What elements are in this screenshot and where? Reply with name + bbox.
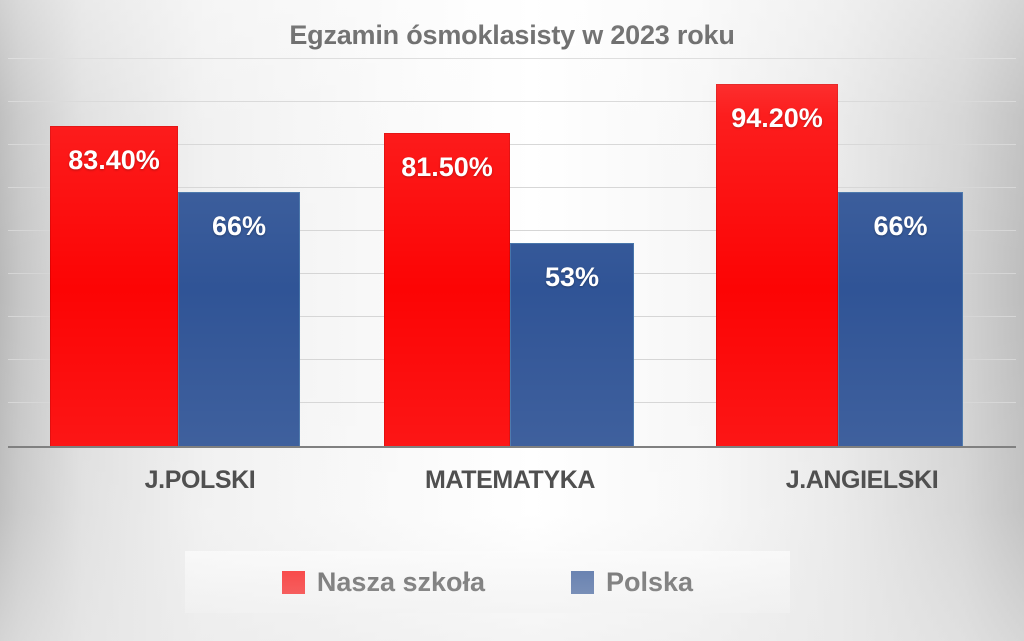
- gridline: [8, 101, 1016, 102]
- bar-nasza-szkola-matematyka[interactable]: 81.50%: [384, 133, 510, 448]
- bar-value-label: 94.20%: [731, 103, 823, 133]
- bar-nasza-szkola-jpolski[interactable]: 83.40%: [50, 126, 178, 448]
- category-label-matematyka: MATEMATYKA: [424, 466, 596, 494]
- chart-title: Egzamin ósmoklasisty w 2023 roku: [289, 20, 735, 50]
- bar-nasza-szkola-jangielski[interactable]: 94.20%: [716, 84, 838, 448]
- legend-item-nasza-szkola[interactable]: Nasza szkoła: [281, 566, 486, 598]
- bar-polska-jangielski[interactable]: 66%: [838, 192, 963, 448]
- plot-area: 83.40% 66% 81.50% 53% 94.20% 66%: [8, 58, 1016, 448]
- bar-value-label: 53%: [544, 262, 600, 292]
- legend-item-polska[interactable]: Polska: [571, 567, 693, 598]
- x-axis-line: [8, 446, 1016, 448]
- bar-value-label: 83.40%: [68, 145, 160, 175]
- bar-polska-matematyka[interactable]: 53%: [510, 243, 634, 448]
- bar-value-label: 66%: [873, 211, 928, 241]
- legend-label: Nasza szkoła: [316, 566, 486, 597]
- legend-swatch-blue: [571, 570, 595, 594]
- bar-value-label: 66%: [211, 211, 267, 241]
- bar-polska-jpolski[interactable]: 66%: [178, 192, 300, 448]
- category-label-jpolski: J.POLSKI: [144, 466, 256, 494]
- legend-swatch-red: [281, 570, 305, 594]
- gridline: [8, 58, 1016, 59]
- legend-label: Polska: [606, 566, 694, 597]
- category-label-jangielski: J.ANGIELSKI: [785, 466, 939, 494]
- chart-legend: Nasza szkoła Polska: [185, 551, 790, 613]
- bar-value-label: 81.50%: [401, 152, 493, 182]
